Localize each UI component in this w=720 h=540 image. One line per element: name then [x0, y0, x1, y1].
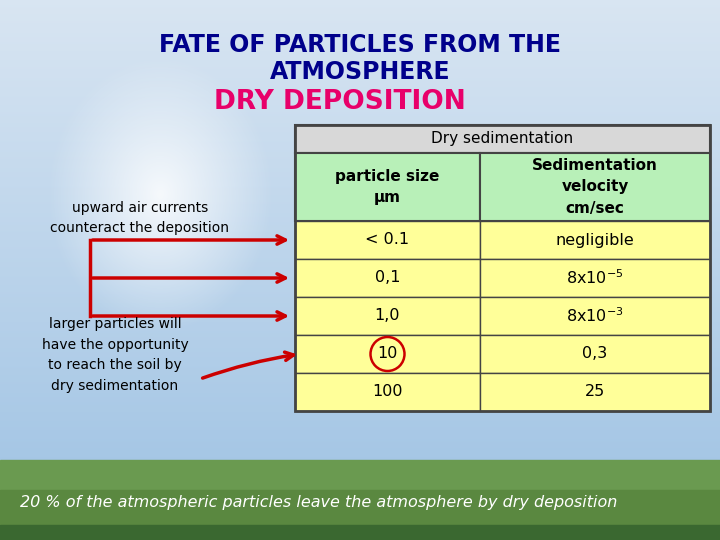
Bar — [0, 525, 720, 540]
Bar — [480, 221, 710, 259]
Bar — [295, 335, 480, 373]
Text: FATE OF PARTICLES FROM THE: FATE OF PARTICLES FROM THE — [159, 33, 561, 57]
Bar — [480, 259, 710, 297]
Bar — [295, 125, 710, 153]
Bar — [295, 153, 480, 221]
Text: Sedimentation
velocity
cm/sec: Sedimentation velocity cm/sec — [532, 159, 658, 215]
Text: DRY DEPOSITION: DRY DEPOSITION — [214, 89, 466, 115]
Text: 0,3: 0,3 — [582, 347, 608, 361]
Bar — [480, 153, 710, 221]
Bar — [480, 373, 710, 411]
Bar — [295, 297, 480, 335]
Text: 100: 100 — [372, 384, 402, 400]
Text: 10: 10 — [377, 347, 397, 361]
Bar — [0, 490, 720, 540]
Text: upward air currents
counteract the deposition: upward air currents counteract the depos… — [50, 201, 230, 235]
Bar — [480, 335, 710, 373]
Bar — [295, 221, 480, 259]
Text: 8x$10^{-5}$: 8x$10^{-5}$ — [566, 268, 624, 287]
Bar — [480, 297, 710, 335]
Text: 20 % of the atmospheric particles leave the atmosphere by dry deposition: 20 % of the atmospheric particles leave … — [20, 495, 617, 510]
Text: ATMOSPHERE: ATMOSPHERE — [270, 60, 450, 84]
Text: Dry sedimentation: Dry sedimentation — [431, 132, 574, 146]
Text: 8x$10^{-3}$: 8x$10^{-3}$ — [566, 307, 624, 325]
Bar — [295, 259, 480, 297]
Text: negligible: negligible — [556, 233, 634, 247]
Bar — [295, 125, 710, 411]
Text: 0,1: 0,1 — [374, 271, 400, 286]
Text: 1,0: 1,0 — [374, 308, 400, 323]
Text: < 0.1: < 0.1 — [366, 233, 410, 247]
Text: 25: 25 — [585, 384, 605, 400]
Text: particle size
μm: particle size μm — [336, 169, 440, 205]
Text: larger particles will
have the opportunity
to reach the soil by
dry sedimentatio: larger particles will have the opportuni… — [42, 317, 189, 393]
Bar — [295, 373, 480, 411]
Bar — [0, 460, 720, 540]
